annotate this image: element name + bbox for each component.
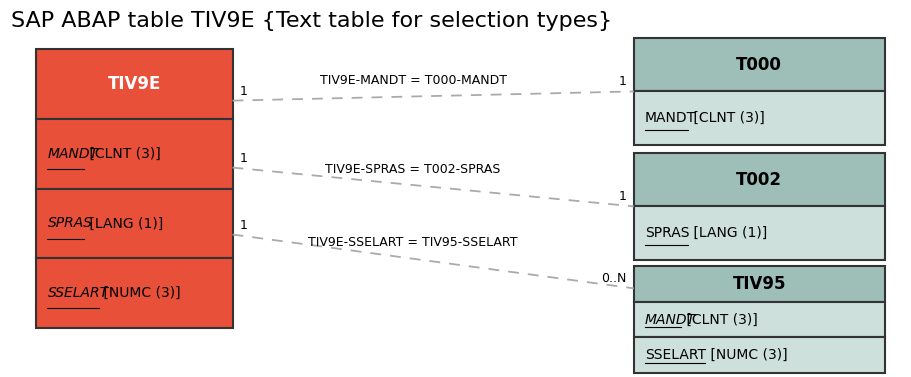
Text: MANDT: MANDT bbox=[644, 313, 695, 326]
Text: SSELART: SSELART bbox=[47, 286, 108, 300]
Text: [LANG (1)]: [LANG (1)] bbox=[85, 216, 163, 230]
Bar bbox=[633, 337, 884, 373]
Text: 1: 1 bbox=[618, 190, 626, 204]
Text: SSELART [NUMC (3)]: SSELART [NUMC (3)] bbox=[644, 348, 786, 362]
Text: 0..N: 0..N bbox=[600, 272, 626, 285]
Text: TIV9E: TIV9E bbox=[107, 75, 161, 93]
Text: TIV9E-MANDT = T000-MANDT: TIV9E-MANDT = T000-MANDT bbox=[319, 74, 507, 87]
Bar bbox=[36, 258, 232, 328]
Text: SPRAS [LANG (1)]: SPRAS [LANG (1)] bbox=[47, 216, 170, 230]
Text: SPRAS [LANG (1)]: SPRAS [LANG (1)] bbox=[644, 226, 767, 240]
Text: 1: 1 bbox=[618, 75, 626, 89]
Text: [CLNT (3)]: [CLNT (3)] bbox=[85, 147, 160, 161]
Text: TIV9E-SSELART = TIV95-SSELART: TIV9E-SSELART = TIV95-SSELART bbox=[308, 236, 517, 249]
Text: TIV95: TIV95 bbox=[732, 275, 785, 293]
Bar bbox=[633, 302, 884, 337]
Text: SSELART [NUMC (3)]: SSELART [NUMC (3)] bbox=[47, 286, 189, 300]
Text: SAP ABAP table TIV9E {Text table for selection types}: SAP ABAP table TIV9E {Text table for sel… bbox=[11, 11, 611, 31]
Text: [CLNT (3)]: [CLNT (3)] bbox=[688, 111, 763, 125]
Text: MANDT [CLNT (3)]: MANDT [CLNT (3)] bbox=[644, 313, 771, 326]
Text: 1: 1 bbox=[240, 219, 248, 231]
Text: SSELART: SSELART bbox=[644, 348, 705, 362]
Text: MANDT [CLNT (3)]: MANDT [CLNT (3)] bbox=[47, 147, 174, 161]
Bar bbox=[36, 49, 232, 119]
Text: 1: 1 bbox=[240, 84, 248, 98]
Text: MANDT: MANDT bbox=[644, 111, 695, 125]
Text: SPRAS: SPRAS bbox=[644, 226, 689, 240]
Bar bbox=[633, 92, 884, 145]
Text: [LANG (1)]: [LANG (1)] bbox=[688, 226, 766, 240]
Text: [NUMC (3)]: [NUMC (3)] bbox=[705, 348, 787, 362]
Bar bbox=[36, 188, 232, 258]
Text: T002: T002 bbox=[735, 170, 782, 188]
Text: T000: T000 bbox=[735, 55, 782, 74]
Text: [CLNT (3)]: [CLNT (3)] bbox=[681, 313, 757, 326]
Bar bbox=[633, 207, 884, 260]
Text: MANDT: MANDT bbox=[47, 147, 98, 161]
Text: [NUMC (3)]: [NUMC (3)] bbox=[99, 286, 180, 300]
Text: 1: 1 bbox=[240, 152, 248, 164]
Bar bbox=[633, 266, 884, 302]
Text: SPRAS: SPRAS bbox=[47, 216, 92, 230]
Bar bbox=[633, 38, 884, 92]
Text: TIV9E-SPRAS = T002-SPRAS: TIV9E-SPRAS = T002-SPRAS bbox=[325, 162, 500, 176]
Bar bbox=[633, 153, 884, 207]
Bar bbox=[36, 119, 232, 188]
Text: MANDT [CLNT (3)]: MANDT [CLNT (3)] bbox=[644, 111, 771, 125]
